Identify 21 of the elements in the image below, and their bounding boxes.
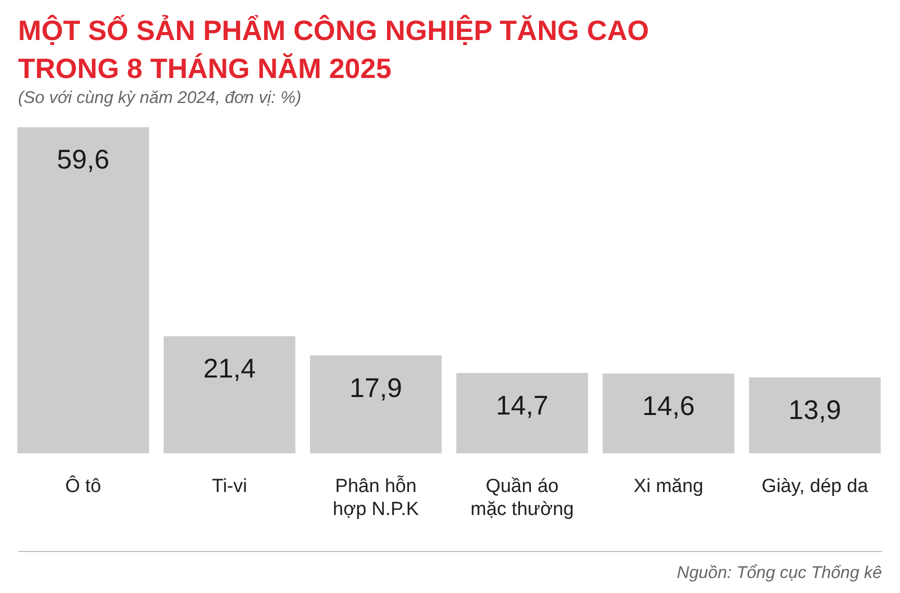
bar	[17, 127, 150, 454]
data-label: 21,4	[203, 354, 256, 384]
bar	[310, 355, 442, 454]
bar	[456, 372, 588, 454]
bar	[164, 336, 296, 454]
bar	[602, 373, 734, 454]
data-label: 59,6	[56, 144, 110, 175]
data-label: 14,7	[496, 390, 548, 420]
x-tick-label: Xi măng	[634, 476, 704, 498]
data-label: 13,9	[788, 394, 842, 425]
chart-subtitle: (So với cùng kỳ năm 2024, đơn vị: %)	[18, 88, 302, 108]
data-label: 14,6	[642, 390, 695, 421]
bar	[748, 377, 881, 454]
x-tick-label: Quần áo mặc thường	[470, 476, 574, 520]
x-tick-label: Ô tô	[65, 475, 102, 498]
text: Nguồn: Tổng cục Thống kê	[676, 563, 882, 583]
x-tick-label: Ti-vi	[212, 476, 248, 498]
x-tick-label: Phân hỗn hợp N.P.K	[332, 475, 420, 520]
data-label: 17,9	[350, 372, 402, 403]
x-tick-label: Giày, dép da	[762, 476, 868, 498]
chart-title: MỘT SỐ SẢN PHẨM CÔNG NGHIỆP TĂNG CAO TRONG 8 THÁNG NĂM 2025	[18, 14, 650, 86]
